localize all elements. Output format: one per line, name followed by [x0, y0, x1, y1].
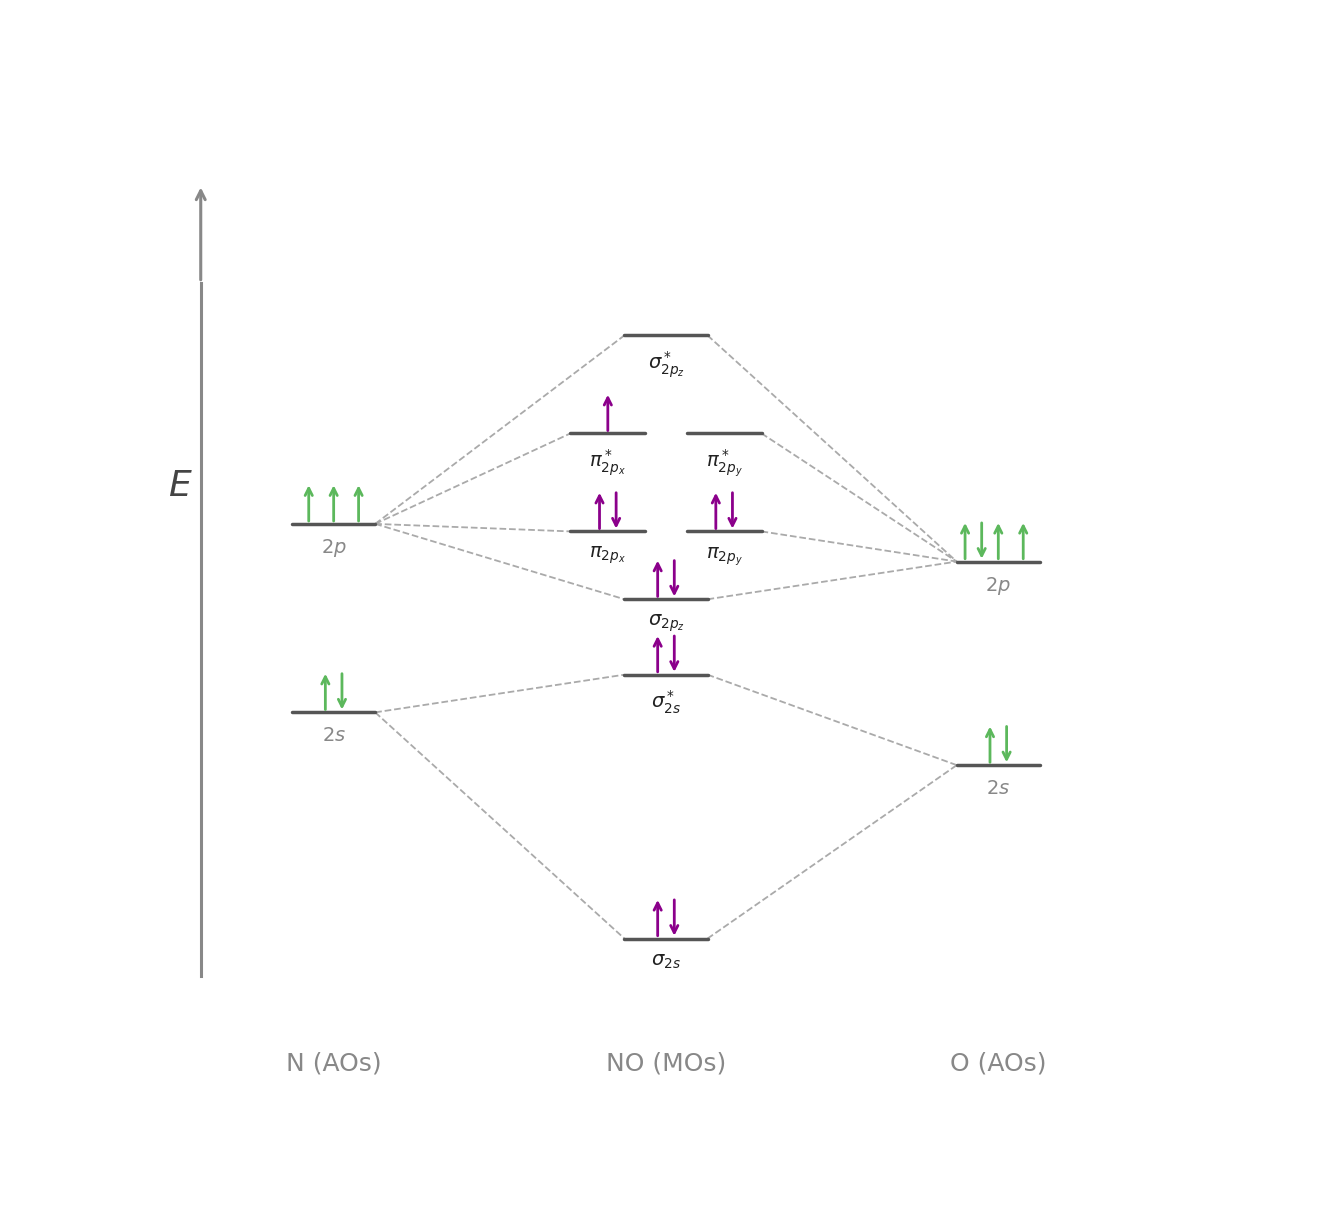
Text: NO (MOs): NO (MOs) [606, 1051, 726, 1076]
Text: $\pi_{2p_x}$: $\pi_{2p_x}$ [590, 545, 626, 567]
Text: N (AOs): N (AOs) [285, 1051, 382, 1076]
Text: $\pi^*_{2p_x}$: $\pi^*_{2p_x}$ [590, 447, 626, 477]
Text: $\sigma_{2s}$: $\sigma_{2s}$ [651, 952, 681, 971]
Text: $\pi^*_{2p_y}$: $\pi^*_{2p_y}$ [706, 447, 742, 479]
Text: O (AOs): O (AOs) [950, 1051, 1047, 1076]
Text: $\sigma^*_{2p_z}$: $\sigma^*_{2p_z}$ [647, 349, 685, 379]
Text: $2s$: $2s$ [322, 726, 346, 745]
Text: $2p$: $2p$ [985, 575, 1012, 597]
Text: $E$: $E$ [168, 469, 193, 503]
Text: $\sigma_{2p_z}$: $\sigma_{2p_z}$ [647, 613, 685, 634]
Text: $\pi_{2p_y}$: $\pi_{2p_y}$ [706, 545, 742, 568]
Text: $2s$: $2s$ [986, 778, 1010, 798]
Text: $2p$: $2p$ [320, 537, 347, 559]
Text: $\sigma^*_{2s}$: $\sigma^*_{2s}$ [651, 688, 681, 716]
